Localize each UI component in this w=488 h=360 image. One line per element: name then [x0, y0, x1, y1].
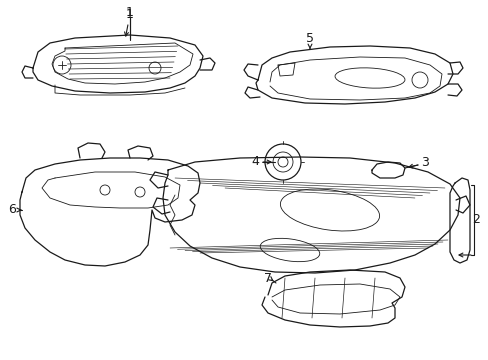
Text: 5: 5 — [305, 31, 313, 45]
Text: 6: 6 — [8, 203, 16, 216]
Text: 1: 1 — [126, 5, 134, 18]
Text: 2: 2 — [471, 213, 479, 226]
Text: 7: 7 — [264, 271, 271, 284]
Text: 1: 1 — [126, 8, 134, 21]
Text: 3: 3 — [420, 157, 428, 170]
Text: 4: 4 — [250, 156, 259, 168]
